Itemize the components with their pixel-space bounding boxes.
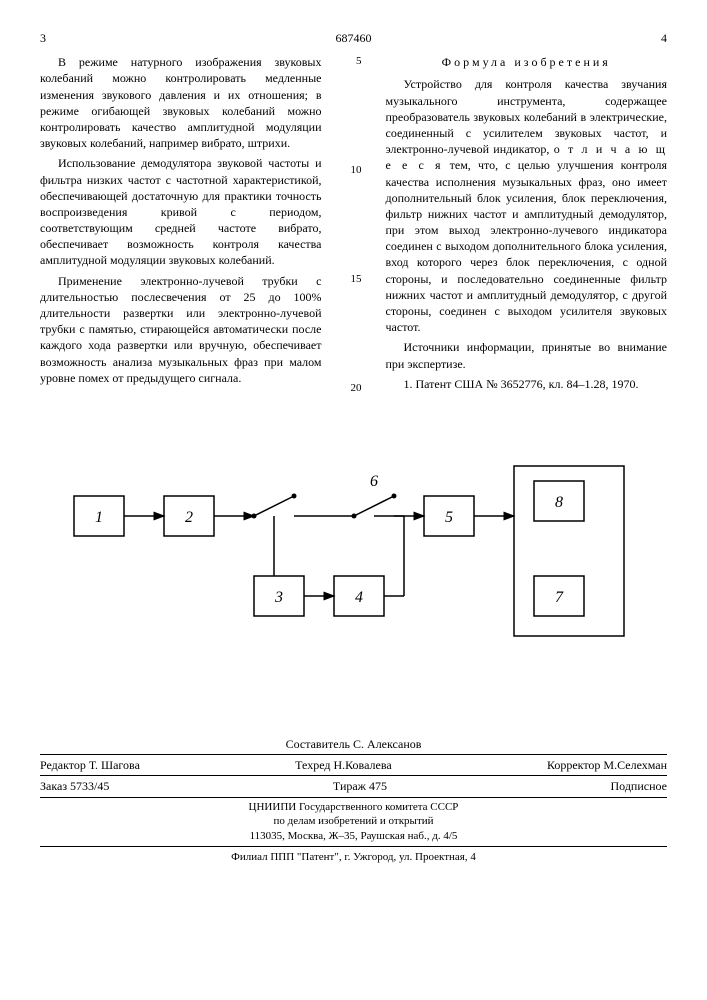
page-num-right: 4 xyxy=(661,30,667,46)
left-column: В режиме натурного изображения звуковых … xyxy=(40,54,322,396)
diagram-svg: 1 2 3 4 5 7 8 6 xyxy=(54,426,654,656)
footer-corrector: Корректор М.Селехман xyxy=(547,757,667,773)
line-num: 20 xyxy=(346,381,362,396)
text-columns: В режиме натурного изображения звуковых … xyxy=(40,54,667,396)
svg-text:2: 2 xyxy=(185,509,193,526)
left-para-3: Применение электронно-лучевой трубки с д… xyxy=(40,273,322,386)
line-num: 15 xyxy=(346,272,362,287)
svg-text:4: 4 xyxy=(355,589,363,606)
footer-composer: Составитель С. Алексанов xyxy=(40,736,667,754)
footer-org-1: ЦНИИПИ Государственного комитета СССР xyxy=(40,800,667,815)
footer-editor: Редактор Т. Шагова xyxy=(40,757,140,773)
right-column: Формула изобретения Устройство для контр… xyxy=(386,54,668,396)
line-num: 5 xyxy=(346,54,362,69)
footer-tirage: Тираж 475 xyxy=(109,778,610,794)
formula-title: Формула изобретения xyxy=(386,54,668,70)
svg-text:6: 6 xyxy=(370,473,378,490)
footer-address: 113035, Москва, Ж–35, Раушская наб., д. … xyxy=(40,829,667,844)
footer-row-2: Заказ 5733/45 Тираж 475 Подписное xyxy=(40,775,667,796)
footer-techred: Техред Н.Ковалева xyxy=(140,757,547,773)
patent-number: 687460 xyxy=(46,30,661,46)
line-numbers: 5 10 15 20 xyxy=(346,54,362,396)
footer-subscription: Подписное xyxy=(611,778,668,794)
footer-org-2: по делам изобретений и открытий xyxy=(40,814,667,829)
footer-row-1: Редактор Т. Шагова Техред Н.Ковалева Кор… xyxy=(40,754,667,775)
footer-org: ЦНИИПИ Государственного комитета СССР по… xyxy=(40,797,667,845)
right-para-1: Устройство для контроля качества звучани… xyxy=(386,76,668,335)
right-para-2: Источники информации, принятые во вниман… xyxy=(386,339,668,371)
svg-text:5: 5 xyxy=(445,509,453,526)
footer: Составитель С. Алексанов Редактор Т. Шаг… xyxy=(40,736,667,865)
page-header: 3 687460 4 xyxy=(40,30,667,46)
footer-branch: Филиал ППП "Патент", г. Ужгород, ул. Про… xyxy=(40,846,667,865)
svg-text:7: 7 xyxy=(555,589,564,606)
right-para-3: 1. Патент США № 3652776, кл. 84–1.28, 19… xyxy=(386,376,668,392)
left-para-2: Использование демодулятора звуковой част… xyxy=(40,155,322,268)
left-para-1: В режиме натурного изображения звуковых … xyxy=(40,54,322,151)
footer-order: Заказ 5733/45 xyxy=(40,778,109,794)
line-num: 10 xyxy=(346,163,362,178)
block-diagram: 1 2 3 4 5 7 8 6 xyxy=(40,426,667,656)
svg-text:8: 8 xyxy=(555,494,563,511)
svg-text:1: 1 xyxy=(95,509,103,526)
svg-text:3: 3 xyxy=(274,589,283,606)
